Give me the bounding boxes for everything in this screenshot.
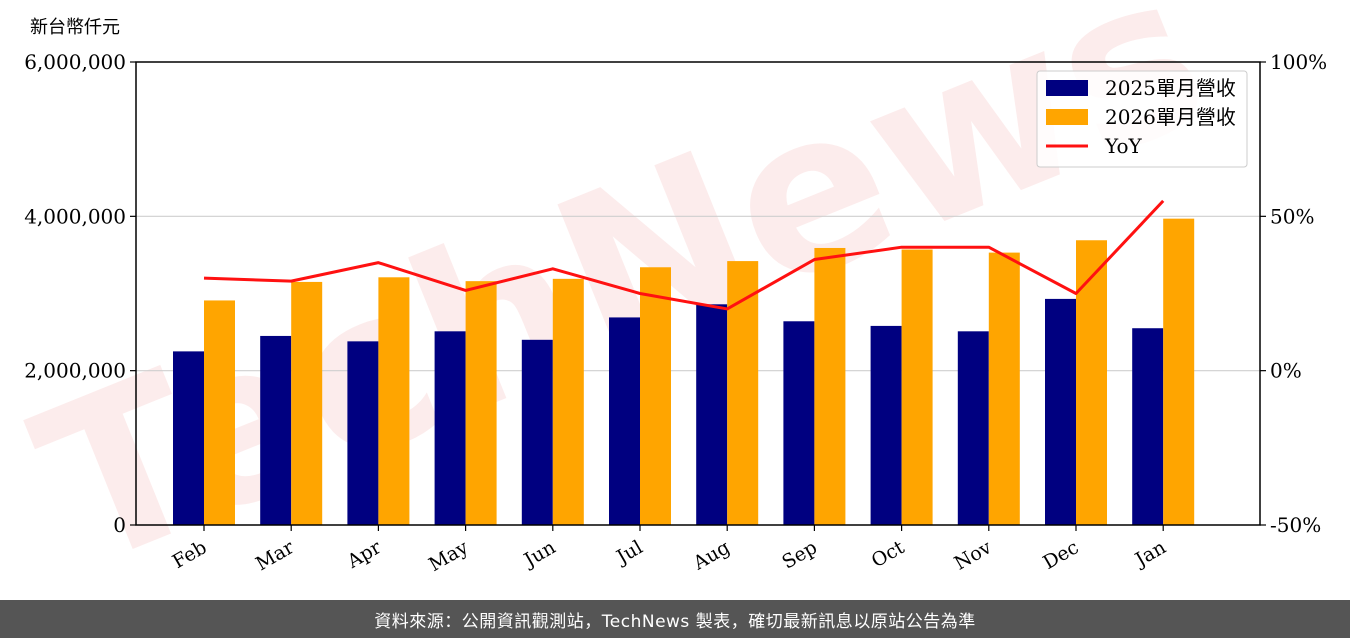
- x-tick-label-jun: Jun: [519, 536, 560, 572]
- right-tick-label: 100%: [1270, 50, 1327, 74]
- bar-2026-apr: [378, 277, 410, 525]
- left-tick-label: 6,000,000: [24, 50, 126, 74]
- x-tick-label-jan: Jan: [1130, 536, 1170, 572]
- bar-2025-apr: [347, 341, 379, 525]
- right-tick-label: -50%: [1270, 513, 1321, 537]
- plot-frame: [135, 61, 1261, 526]
- bar-2026-oct: [901, 249, 933, 525]
- left-tick-label: 2,000,000: [24, 359, 126, 383]
- bar-2025-mar: [260, 335, 292, 525]
- x-tick-label-nov: Nov: [951, 536, 996, 575]
- bar-2025-jan: [1132, 328, 1164, 525]
- revenue-chart: TechNews 0 2,000,000 4,000,000 6,000,000 -50…: [6, 0, 1327, 618]
- bar-2026-dec: [1076, 240, 1107, 525]
- bar-2026-jun: [552, 278, 584, 525]
- bar-2025-sep: [783, 321, 815, 525]
- legend: 2025單月營收 2026單月營收 YoY: [1036, 70, 1248, 168]
- bar-2025-may: [434, 331, 466, 525]
- legend-label-2: YoY: [1104, 134, 1143, 158]
- chart-svg: TechNews 02,000,0004,000,0006,000,000-50…: [6, 0, 1327, 618]
- bar-2025-oct: [870, 325, 902, 525]
- bar-2026-may: [465, 281, 497, 525]
- unit-label: 新台幣仟元: [30, 17, 120, 38]
- bar-2026-sep: [814, 247, 846, 525]
- x-tick-label-aug: Aug: [689, 536, 734, 575]
- x-tick-label-dec: Dec: [1039, 536, 1082, 574]
- yoy-line: [203, 199, 1165, 311]
- bar-2026-feb: [204, 300, 235, 525]
- bar-2025-jul: [609, 317, 640, 525]
- bar-2025-nov: [957, 331, 989, 525]
- bar-2026-jan: [1163, 218, 1195, 526]
- right-tick-label: 0%: [1270, 359, 1302, 383]
- legend-swatch-1: [1046, 109, 1088, 125]
- right-tick-label: 50%: [1270, 204, 1314, 228]
- bar-2026-jul: [640, 267, 671, 525]
- bar-2025-dec: [1045, 298, 1076, 525]
- x-tick-label-jul: Jul: [611, 536, 646, 569]
- yoy-line-layer: [203, 199, 1165, 311]
- legend-label-1: 2026單月營收: [1105, 105, 1236, 129]
- bar-2025-aug: [696, 304, 728, 525]
- x-tick-label-apr: Apr: [343, 536, 386, 573]
- x-tick-label-may: May: [425, 536, 472, 576]
- bar-2026-nov: [988, 252, 1020, 525]
- legend-box: [1036, 70, 1248, 168]
- footer-bar: 資料來源：公開資訊觀測站，TechNews 製表，確切最新訊息以原站公告為準: [0, 600, 1350, 638]
- bar-2026-mar: [291, 281, 323, 525]
- bar-2025-jun: [521, 339, 553, 525]
- footer-text: 資料來源：公開資訊觀測站，TechNews 製表，確切最新訊息以原站公告為準: [374, 611, 976, 632]
- x-tick-label-oct: Oct: [868, 536, 909, 572]
- legend-swatch-0: [1046, 80, 1088, 96]
- x-tick-label-sep: Sep: [778, 536, 821, 573]
- legend-label-0: 2025單月營收: [1105, 76, 1236, 100]
- left-tick-label: 0: [113, 513, 126, 537]
- bars-layer: [173, 218, 1195, 526]
- left-tick-label: 4,000,000: [24, 204, 126, 228]
- bar-2025-feb: [173, 351, 204, 525]
